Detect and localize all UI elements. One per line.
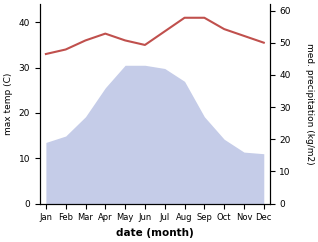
- Y-axis label: med. precipitation (kg/m2): med. precipitation (kg/m2): [305, 43, 314, 165]
- Y-axis label: max temp (C): max temp (C): [4, 73, 13, 135]
- X-axis label: date (month): date (month): [116, 228, 194, 238]
